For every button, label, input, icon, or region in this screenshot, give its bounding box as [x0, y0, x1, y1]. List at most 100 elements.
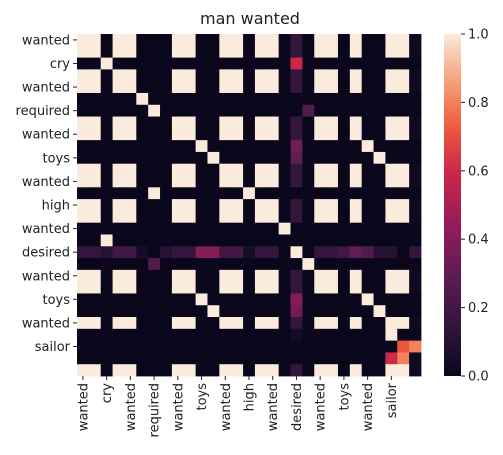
heatmap-cell [243, 340, 256, 353]
heatmap-cell [314, 234, 327, 247]
heatmap-cell [207, 104, 220, 117]
heatmap-cell [361, 199, 374, 212]
heatmap-cell [385, 234, 398, 247]
heatmap-cell [231, 163, 244, 176]
heatmap-cell [349, 163, 363, 176]
heatmap-cell [124, 293, 137, 306]
heatmap-cell [397, 128, 410, 141]
heatmap-cell [100, 175, 113, 188]
heatmap-cell [278, 69, 291, 82]
heatmap-cell [243, 199, 256, 212]
heatmap-cell [278, 116, 291, 129]
heatmap-cell [385, 128, 398, 141]
heatmap-cell [290, 81, 303, 94]
heatmap-cell [266, 187, 280, 200]
heatmap-cell [385, 352, 398, 365]
heatmap-cell [136, 305, 149, 318]
heatmap-cell [195, 269, 208, 283]
heatmap-cell [266, 269, 280, 283]
heatmap-cell [314, 140, 327, 153]
heatmap-cell [148, 163, 161, 176]
y-tick-label: wanted [22, 128, 70, 143]
heatmap-cell [361, 175, 374, 188]
heatmap-cell [266, 352, 280, 365]
heatmap-cell [385, 281, 398, 294]
heatmap-cell [136, 140, 149, 153]
heatmap-cell [326, 293, 339, 306]
heatmap-cell [373, 69, 386, 82]
heatmap-cell [254, 151, 268, 165]
heatmap-cell [278, 187, 291, 200]
heatmap-cell [254, 92, 268, 106]
heatmap-cell [361, 258, 374, 271]
heatmap-cell [231, 116, 244, 129]
heatmap-cell [385, 163, 398, 176]
heatmap-cell [112, 128, 125, 141]
heatmap-cell [302, 81, 315, 94]
heatmap-cell [88, 293, 102, 306]
heatmap-cell [326, 57, 339, 70]
heatmap-cell [160, 210, 173, 224]
heatmap-cell [337, 116, 351, 129]
heatmap-cell [77, 81, 90, 94]
heatmap-cell [243, 57, 256, 70]
heatmap-cell [397, 163, 410, 176]
heatmap-cell [207, 81, 220, 94]
heatmap-cell [337, 69, 351, 82]
heatmap-cell [266, 34, 280, 47]
heatmap-cell [219, 246, 232, 259]
y-tick-label: wanted [22, 316, 70, 331]
heatmap-cell [136, 281, 149, 294]
heatmap-cell [326, 258, 339, 271]
heatmap-cell [171, 34, 185, 47]
heatmap-cell [171, 57, 185, 70]
heatmap-cell [243, 104, 256, 117]
heatmap-cell [409, 258, 422, 271]
heatmap-cell [243, 128, 256, 141]
y-tick-label: required [16, 104, 70, 119]
heatmap-cell [243, 151, 256, 165]
heatmap-cell [183, 281, 197, 294]
heatmap-cell [290, 305, 303, 318]
heatmap-cell [278, 269, 291, 283]
heatmap-cell [195, 293, 208, 306]
heatmap-cell [183, 69, 197, 82]
heatmap-cell [314, 57, 327, 70]
heatmap-cell [136, 81, 149, 94]
heatmap-cell [124, 305, 137, 318]
heatmap-cell [337, 175, 351, 188]
heatmap-cell [112, 199, 125, 212]
heatmap-cell [219, 92, 232, 106]
heatmap-cell [207, 34, 220, 47]
heatmap-cell [266, 45, 280, 58]
heatmap-cell [100, 81, 113, 94]
y-tick-label: toys [42, 293, 70, 308]
heatmap-cell [219, 81, 232, 94]
heatmap-cell [136, 92, 149, 106]
heatmap-cell [148, 92, 161, 106]
heatmap-cell [77, 258, 90, 271]
heatmap-cell [195, 210, 208, 224]
heatmap-cell [266, 199, 280, 212]
heatmap-cell [409, 163, 422, 176]
heatmap-cell [112, 281, 125, 294]
heatmap-cells [77, 34, 422, 377]
heatmap-cell [219, 222, 232, 235]
heatmap-cell [77, 210, 90, 224]
colorbar-tick-label: 0.2 [468, 301, 489, 316]
heatmap-cell [326, 199, 339, 212]
heatmap-cell [397, 234, 410, 247]
heatmap-cell [290, 258, 303, 271]
heatmap-cell [373, 258, 386, 271]
heatmap-cell [385, 116, 398, 129]
heatmap-cell [160, 199, 173, 212]
heatmap-cell [314, 175, 327, 188]
heatmap-cell [337, 34, 351, 47]
heatmap-cell [124, 104, 137, 117]
heatmap-cell [136, 104, 149, 117]
heatmap-cell [88, 305, 102, 318]
heatmap-cell [409, 187, 422, 200]
heatmap-cell [337, 92, 351, 106]
heatmap-cell [148, 57, 161, 70]
